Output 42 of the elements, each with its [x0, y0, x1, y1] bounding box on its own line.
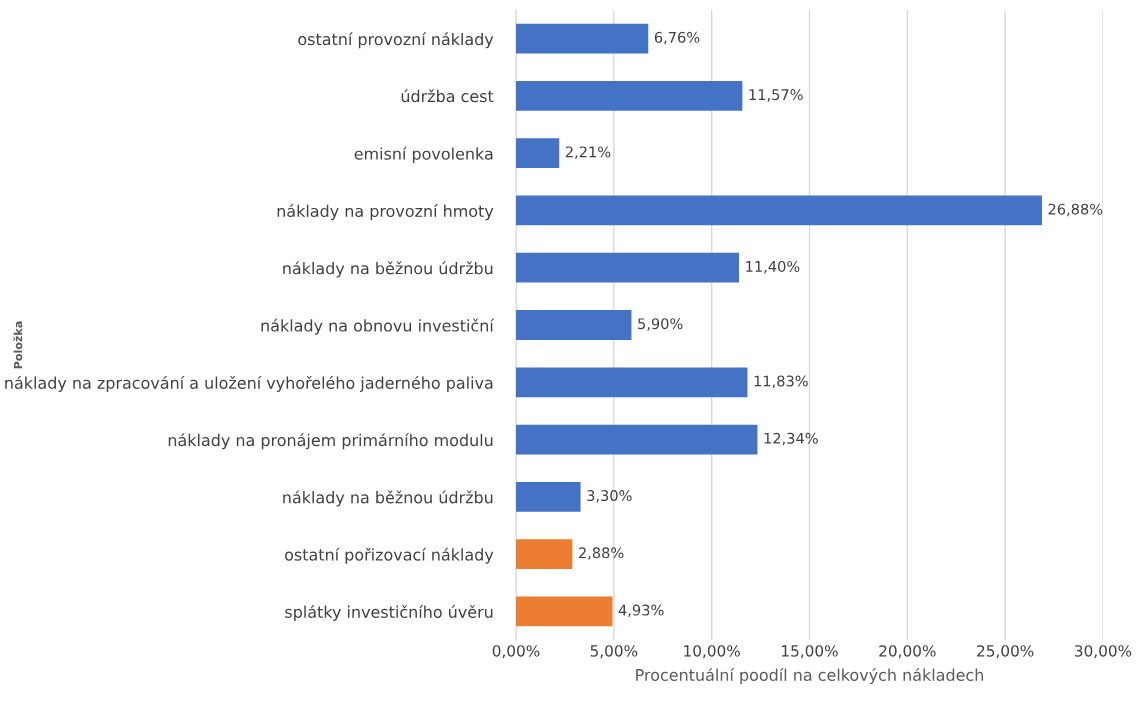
y-tick-label: náklady na pronájem primárního modulu: [168, 433, 493, 450]
data-label: 2,88%: [578, 547, 624, 560]
y-axis-title: Položka: [13, 321, 23, 369]
bar: [516, 23, 649, 54]
data-label: 26,88%: [1048, 203, 1103, 217]
y-tick-label: náklady na zpracování a uložení vyhořelého jaderného paliva: [5, 375, 493, 392]
y-tick-label: údržba cest: [401, 89, 494, 103]
x-tick-label: 5,00%: [590, 645, 638, 659]
data-label: 11,40%: [746, 260, 800, 274]
y-tick-label: ostatní pořizovací náklady: [285, 547, 494, 564]
bar: [516, 481, 581, 512]
y-tick-label: náklady na provozní hmoty: [277, 204, 494, 221]
bar: [516, 424, 758, 455]
x-tick-label: 10,00%: [684, 645, 740, 659]
y-tick-label: náklady na obnovu investiční: [261, 318, 495, 335]
bar: [516, 195, 1042, 226]
y-tick-label: emisní povolenka: [354, 146, 493, 163]
bar: [516, 539, 573, 569]
data-label: 12,34%: [764, 432, 818, 446]
x-tick-label: 0,00%: [492, 645, 540, 659]
bar: [516, 252, 740, 283]
x-axis-title: Procentuální poodíl na celkových nákladech: [636, 667, 983, 685]
y-tick-label: náklady na běžnou údržbu: [283, 261, 493, 278]
data-label: 11,83%: [754, 375, 808, 388]
x-tick-label: 25,00%: [977, 645, 1034, 659]
bar: [516, 138, 560, 169]
data-label: 4,93%: [618, 604, 664, 618]
bar: [516, 310, 632, 340]
bar: [516, 81, 743, 111]
x-tick-label: 20,00%: [879, 645, 936, 659]
data-label: 5,90%: [638, 318, 683, 331]
x-tick-label: 15,00%: [782, 645, 838, 659]
y-tick-label: náklady na běžnou údržbu: [283, 490, 493, 507]
bar: [516, 367, 748, 398]
y-tick-label: splátky investičního úvěru: [285, 604, 493, 622]
data-label: 6,76%: [654, 31, 700, 45]
y-tick-label: ostatní provozní náklady: [298, 32, 494, 49]
bar: [516, 596, 613, 627]
data-label: 11,57%: [749, 89, 803, 102]
data-label: 2,21%: [565, 146, 611, 159]
data-label: 3,30%: [587, 490, 632, 503]
x-tick-label: 30,00%: [1075, 645, 1132, 659]
